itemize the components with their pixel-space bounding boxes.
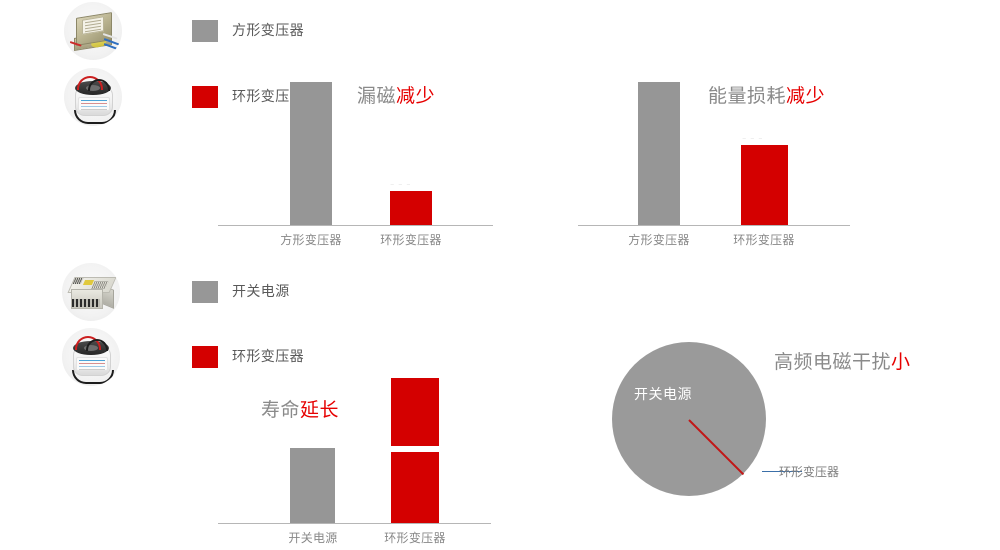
chart-energy-loss: - - - 方形变压器 环形变压器 能量损耗减少 (578, 82, 868, 247)
chart-title-part-gray: 寿命 (261, 399, 301, 421)
legend-swatch-red (192, 86, 218, 108)
chart-lifespan: 开关电源 环形变压器 寿命延长 (218, 375, 508, 545)
bar-toroidal-transformer[interactable] (390, 191, 432, 225)
chart-leakage-flux: - - - 方形变压器 环形变压器 漏磁减少 (218, 82, 508, 247)
square-transformer-photo (64, 2, 122, 60)
chart-title-energy-loss: 能量损耗减少 (708, 87, 825, 106)
chart-title-part-red: 延长 (300, 399, 340, 421)
legend-item-toroidal-transformer-2[interactable]: 环形变压器 (62, 328, 304, 386)
bar-square-transformer[interactable] (638, 82, 680, 225)
legend-item-toroidal-transformer[interactable]: 环形变压器 (64, 68, 304, 126)
chart-title-part-red: 小 (891, 351, 911, 373)
chart-emi: 开关电源 环形变压器 高频电磁干扰小 (612, 342, 942, 512)
category-label-0: 开关电源 (288, 531, 338, 545)
legend-label: 开关电源 (232, 284, 290, 300)
bar-toroidal-transformer[interactable] (741, 145, 788, 225)
category-label-1: 环形变压器 (380, 233, 442, 247)
legend-swatch-red (192, 346, 218, 368)
chart-title-lifespan: 寿命延长 (261, 401, 339, 420)
bar-square-transformer[interactable] (290, 82, 332, 225)
bar-toroidal-transformer-segment-lower[interactable] (391, 452, 439, 523)
pie-chart-switching-power-supply[interactable]: 开关电源 (612, 342, 766, 496)
legend-label: 方形变压器 (232, 23, 304, 39)
chart-title-part-gray: 高频电磁干扰 (774, 351, 892, 373)
chart-axis (218, 523, 491, 524)
pie-inside-label: 开关电源 (634, 387, 692, 403)
bar-toroidal-transformer-segment-upper[interactable] (391, 378, 439, 446)
legend-item-switching-power-supply[interactable]: 开关电源 (62, 263, 290, 321)
chart-title-part-red: 减少 (396, 85, 436, 107)
toroidal-transformer-photo (62, 328, 120, 386)
legend-swatch-gray (192, 281, 218, 303)
category-label-0: 方形变压器 (280, 233, 342, 247)
chart-title-leakage-flux: 漏磁减少 (357, 87, 435, 106)
category-label-0: 方形变压器 (628, 233, 690, 247)
legend-swatch-gray (192, 20, 218, 42)
pie-slice-toroidal-transformer[interactable] (688, 419, 745, 476)
category-label-1: 环形变压器 (733, 233, 795, 247)
bar-value-label-faint: - - - (742, 131, 763, 145)
chart-title-part-red: 减少 (786, 85, 826, 107)
bar-switching-power-supply[interactable] (290, 448, 335, 523)
chart-title-emi: 高频电磁干扰小 (774, 353, 911, 372)
toroidal-transformer-photo (64, 68, 122, 126)
chart-title-part-gray: 漏磁 (357, 85, 397, 107)
pie-callout-leader-line (762, 471, 802, 472)
chart-title-part-gray: 能量损耗 (708, 85, 787, 107)
pie-callout-label: 环形变压器 (779, 465, 840, 479)
bar-value-label-faint: - - - (390, 177, 411, 191)
chart-axis (218, 225, 493, 226)
chart-axis (578, 225, 850, 226)
category-label-1: 环形变压器 (384, 531, 446, 545)
switching-power-supply-photo (62, 263, 120, 321)
legend-label: 环形变压器 (232, 89, 304, 105)
legend-item-square-transformer[interactable]: 方形变压器 (64, 2, 304, 60)
legend-label: 环形变压器 (232, 349, 304, 365)
